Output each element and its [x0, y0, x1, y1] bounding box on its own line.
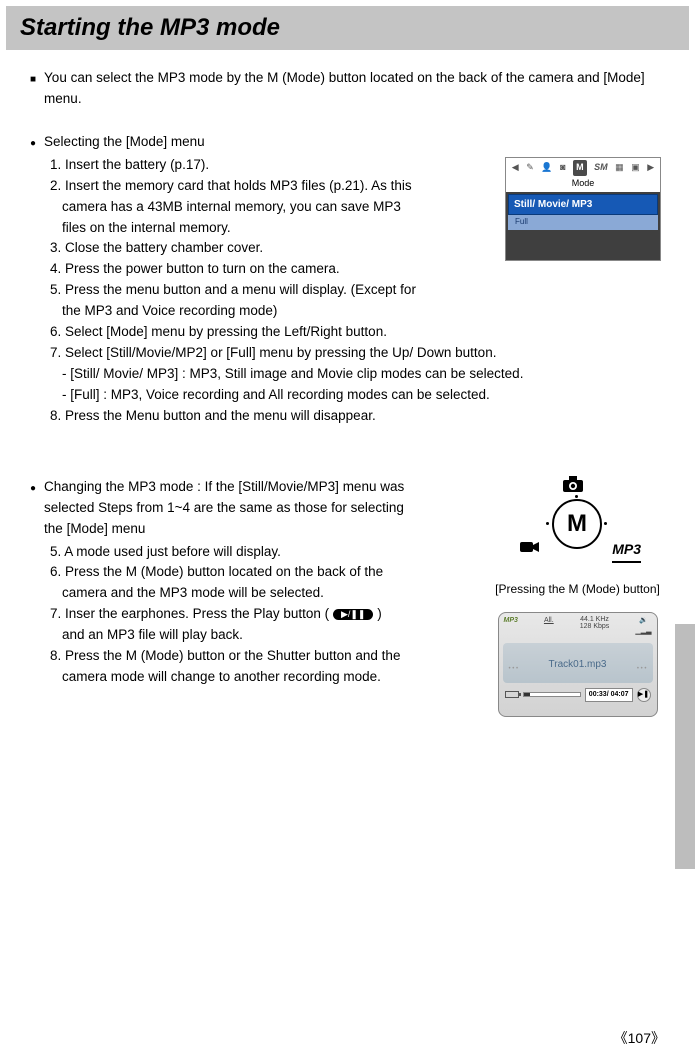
- dial-dot: [575, 495, 578, 498]
- step-5b: the MP3 and Voice recording mode): [62, 301, 491, 322]
- dial-dot: [604, 522, 607, 525]
- section2-row: Changing the MP3 mode : If the [Still/Mo…: [30, 477, 665, 718]
- mode-screen: ◀ ✎ 👤 ◙ M SM ▦ ▣ ▶ Mode Still/ Movie/ MP…: [505, 157, 661, 261]
- step-2b: camera has a 43MB internal memory, you c…: [62, 197, 491, 218]
- step-3: 3. Close the battery chamber cover.: [50, 238, 491, 259]
- section2-right: M MP3 [Pressing the M (Mode) button] MP3…: [490, 477, 665, 718]
- mode-options-area: Still/ Movie/ MP3 Full: [506, 192, 660, 260]
- step-7a: - [Still/ Movie/ MP3] : MP3, Still image…: [62, 364, 665, 385]
- section1-steps: 1. Insert the battery (p.17). 2. Insert …: [30, 155, 491, 322]
- section2-lead-b: selected Steps from 1~4 are the same as …: [44, 498, 404, 519]
- mode-icon-row: ◀ ✎ 👤 ◙ M SM ▦ ▣ ▶: [506, 158, 660, 176]
- player-kbps: 128 Kbps: [580, 623, 610, 630]
- page-content: You can select the MP3 mode by the M (Mo…: [0, 68, 695, 717]
- volume-icon: 🔉▁▂▃: [635, 616, 651, 638]
- player-dots-left: • • •: [509, 665, 519, 674]
- sm-icon: SM: [594, 161, 608, 175]
- section2-steps: 5. A mode used just before will display.…: [50, 542, 476, 688]
- camera-mode-icon: [562, 475, 584, 502]
- player-all: All.: [544, 616, 554, 638]
- page-number: 107: [614, 1028, 665, 1048]
- s2-7-line: 7. Inser the earphones. Press the Play b…: [50, 604, 476, 625]
- section2-lead-wrap: Changing the MP3 mode : If the [Still/Mo…: [30, 477, 476, 540]
- mp3-player-screen: MP3 All. 44.1 KHz 128 Kbps 🔉▁▂▃ Track01.…: [498, 612, 658, 717]
- player-khz: 44.1 KHz: [580, 616, 610, 623]
- player-mp3-label: MP3: [504, 616, 518, 638]
- step-1: 1. Insert the battery (p.17).: [50, 155, 491, 176]
- mode-menu-figure: ◀ ✎ 👤 ◙ M SM ▦ ▣ ▶ Mode Still/ Movie/ MP…: [505, 155, 665, 261]
- dial-caption: [Pressing the M (Mode) button]: [490, 580, 665, 599]
- step-2a: 2. Insert the memory card that holds MP3…: [50, 176, 491, 197]
- player-track: Track01.mp3: [549, 659, 607, 670]
- s2-6a: 6. Press the M (Mode) button located on …: [50, 562, 476, 583]
- people-icon: 👤: [541, 161, 552, 175]
- m-circle: M: [552, 499, 602, 549]
- s2-7c: and an MP3 file will play back.: [62, 625, 476, 646]
- step-5a: 5. Press the menu button and a menu will…: [50, 280, 491, 301]
- player-track-area: Track01.mp3 • • • • • •: [503, 643, 653, 683]
- mode-option-full: Full: [508, 215, 658, 229]
- page-title: Starting the MP3 mode: [20, 14, 675, 42]
- mode-option-selected: Still/ Movie/ MP3: [508, 194, 658, 216]
- s2-7a: 7. Inser the earphones. Press the Play b…: [50, 606, 329, 621]
- section-selecting-mode: Selecting the [Mode] menu: [30, 132, 665, 153]
- mode-label: Mode: [506, 176, 660, 192]
- section2-lead-c: the [Mode] menu: [44, 519, 404, 540]
- player-play-control: ▶❚: [637, 688, 651, 702]
- step-6: 6. Select [Mode] menu by pressing the Le…: [50, 322, 665, 343]
- section2-left: Changing the MP3 mode : If the [Still/Mo…: [30, 477, 476, 688]
- mp3-mode-icon: MP3: [612, 539, 641, 564]
- m-mode-dial: M MP3: [520, 477, 635, 572]
- nav-left-icon: ◀: [512, 161, 519, 175]
- intro-text: You can select the MP3 mode by the M (Mo…: [44, 68, 665, 110]
- player-dots-right: • • •: [637, 665, 647, 674]
- mode-m-icon: M: [573, 160, 587, 176]
- edit-icon: ✎: [526, 161, 534, 175]
- section1-lead: Selecting the [Mode] menu: [44, 132, 205, 153]
- step-2c: files on the internal memory.: [62, 218, 491, 239]
- nav-right-icon: ▶: [647, 161, 654, 175]
- intro-paragraph: You can select the MP3 mode by the M (Mo…: [30, 68, 665, 110]
- step-4: 4. Press the power button to turn on the…: [50, 259, 491, 280]
- side-tab: [675, 624, 695, 869]
- step-7: 7. Select [Still/Movie/MP2] or [Full] me…: [50, 343, 665, 364]
- camera-icon: ◙: [560, 161, 565, 175]
- dial-dot: [546, 522, 549, 525]
- s2-5: 5. A mode used just before will display.: [50, 542, 476, 563]
- video-mode-icon: [520, 539, 540, 561]
- player-time: 00:33/ 04:07: [585, 688, 633, 703]
- section1-row: 1. Insert the battery (p.17). 2. Insert …: [30, 155, 665, 322]
- page-title-bar: Starting the MP3 mode: [6, 6, 689, 50]
- step-8: 8. Press the Menu button and the menu wi…: [50, 406, 665, 427]
- section1-steps-cont: 6. Select [Mode] menu by pressing the Le…: [50, 322, 665, 427]
- step-7b: - [Full] : MP3, Voice recording and All …: [62, 385, 665, 406]
- s2-7b: ): [377, 606, 382, 621]
- player-bottom-bar: 00:33/ 04:07 ▶❚: [499, 685, 657, 706]
- section2-lead-a: Changing the MP3 mode : If the [Still/Mo…: [44, 477, 404, 498]
- progress-bar: [523, 692, 581, 697]
- player-top-bar: MP3 All. 44.1 KHz 128 Kbps 🔉▁▂▃: [499, 613, 657, 641]
- s2-8b: camera mode will change to another recor…: [62, 667, 476, 688]
- play-pause-icon: ▶/❚❚: [333, 609, 374, 620]
- disp-icon: ▣: [631, 161, 640, 175]
- s2-8a: 8. Press the M (Mode) button or the Shut…: [50, 646, 476, 667]
- battery-icon: [505, 691, 519, 698]
- grid-icon: ▦: [615, 161, 624, 175]
- s2-6b: camera and the MP3 mode will be selected…: [62, 583, 476, 604]
